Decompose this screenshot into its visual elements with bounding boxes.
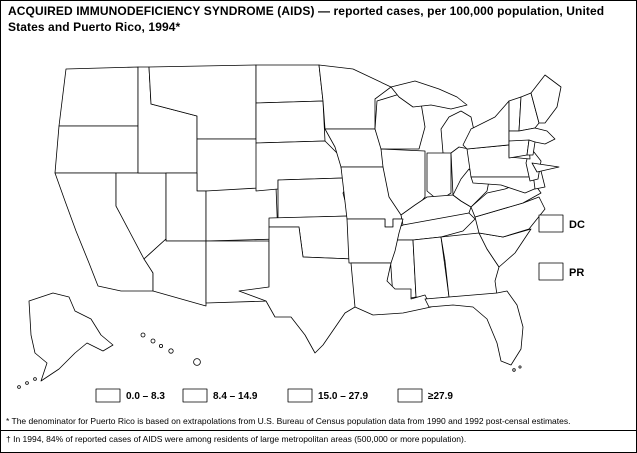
legend-swatch-cat4: [397, 388, 423, 403]
state-FL-keys: [518, 365, 522, 369]
figure-title: ACQUIRED IMMUNODEFICIENCY SYNDROME (AIDS…: [8, 4, 605, 34]
state-AK: [28, 292, 114, 382]
dc-label: DC: [569, 219, 585, 231]
state-HI-island: [150, 338, 156, 344]
legend-label-cat2: 8.4 – 14.9: [213, 391, 258, 402]
territory-callouts: DC PR: [538, 214, 585, 281]
state-IN: [426, 152, 452, 202]
legend-swatch-cat2: [182, 388, 208, 403]
state-OR: [54, 125, 139, 174]
state-NH: [518, 92, 540, 132]
legend-label-cat3: 15.0 – 27.9: [318, 391, 368, 402]
state-MI-upper: [390, 80, 468, 110]
map-legend: 0.0 – 8.3 8.4 – 14.9 15.0 – 27.9 ≥27.9: [95, 388, 453, 403]
footnote-divider: [1, 430, 636, 431]
legend-label-cat4: ≥27.9: [428, 391, 453, 402]
pr-label: PR: [569, 267, 584, 279]
state-KS: [277, 177, 350, 219]
state-FL: [424, 290, 524, 366]
footnote-puerto-rico: * The denominator for Puerto Rico is bas…: [6, 416, 571, 426]
pr-swatch: [538, 262, 564, 281]
legend-swatch-cat1: [95, 388, 121, 403]
state-CO: [205, 186, 279, 242]
state-HI-island: [140, 332, 146, 338]
state-ME: [530, 74, 562, 124]
state-SD: [255, 100, 326, 144]
state-AK-aleutians: [33, 377, 37, 381]
state-RI: [526, 139, 536, 156]
state-AK-aleutians: [17, 385, 21, 389]
states-layer: [17, 64, 562, 389]
state-TX: [238, 226, 356, 354]
state-NC: [474, 196, 546, 238]
state-WA: [58, 66, 139, 127]
state-ND: [255, 64, 324, 104]
state-AK-aleutians: [25, 381, 29, 385]
state-CT: [508, 139, 530, 159]
state-HI-island: [193, 358, 201, 366]
footnote-metro-areas: † In 1994, 84% of reported cases of AIDS…: [6, 434, 467, 444]
dc-swatch: [538, 214, 564, 233]
state-FL-keys: [512, 368, 516, 372]
state-HI-island: [158, 343, 163, 348]
state-WY: [196, 138, 260, 192]
legend-label-cat1: 0.0 – 8.3: [126, 391, 165, 402]
state-MN: [318, 64, 392, 130]
state-HI-island: [168, 348, 174, 354]
legend-swatch-cat3: [287, 388, 313, 403]
state-LA: [350, 262, 432, 316]
state-NY-long-island: [531, 162, 560, 173]
